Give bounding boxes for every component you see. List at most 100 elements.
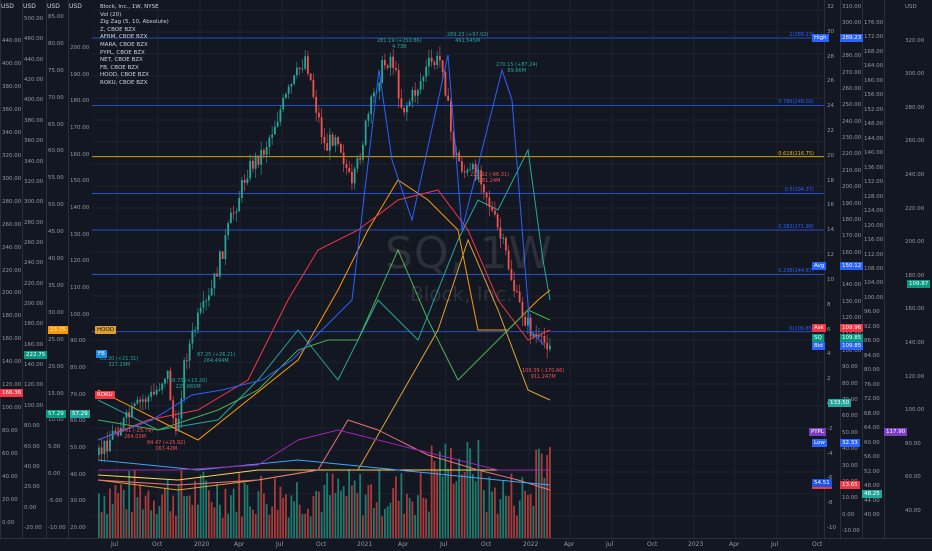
volume-bar — [219, 504, 221, 538]
volume-bar — [293, 501, 296, 538]
candle-body — [477, 169, 480, 180]
axis-tick-label: 320.00 — [2, 152, 22, 159]
axis-tick-label: 156.00 — [864, 92, 884, 99]
candle-body — [494, 210, 496, 215]
axis-tick-label: 26 — [827, 78, 834, 85]
axis-tick-label: 6 — [827, 326, 831, 333]
compare-z[interactable]: Z, CBOE BZX — [100, 26, 136, 33]
symbol-title[interactable]: Block, Inc., 1W, NYSE — [100, 4, 159, 10]
volume-bar — [98, 493, 100, 538]
volume-bar — [197, 504, 199, 538]
axis-tick-label: -10.00 — [48, 525, 66, 531]
candle-body — [125, 412, 128, 418]
axis-tick-label: 176.00 — [864, 20, 884, 26]
compare-tag-roku[interactable]: ROKU — [95, 391, 115, 399]
axis-tick-label: 20.00 — [70, 525, 86, 531]
axis-tick-label: 40.00 — [24, 463, 40, 470]
volume-bar — [120, 484, 122, 538]
candle-body — [177, 418, 180, 432]
volume-bar — [194, 480, 197, 538]
candle-body — [216, 273, 219, 277]
price-tag-value: 32.33 — [840, 438, 860, 447]
time-tick-label: Apr — [564, 541, 575, 548]
axis-tick-label: 70.00 — [48, 94, 64, 101]
axis-tick-label: 220.00 — [842, 151, 862, 158]
time-axis[interactable]: Jul Oct 2020 Apr Jul Oct 2021 Apr Jul Oct 2022 Apr J… — [0, 538, 932, 551]
volume-bar — [263, 493, 265, 538]
axis-tick-label: 200.00 — [905, 239, 925, 246]
volume-bar — [469, 448, 472, 538]
volume-bar — [169, 511, 172, 538]
candle-body — [285, 93, 287, 98]
volume-bar — [452, 483, 455, 538]
compare-mara[interactable]: MARA, CBOE BZX — [100, 41, 148, 48]
candle-body — [425, 66, 428, 77]
axis-tick-label: 240.00 — [2, 244, 22, 251]
chart-plot-area[interactable]: SQ, 1W Block, Inc. 281.19 (+250.86) 4.73… — [92, 0, 824, 538]
axis-tick-label: 80.00 — [2, 428, 18, 435]
axis-tick-label: 80.00 — [70, 365, 86, 371]
axis-tick-label: 280.00 — [24, 219, 44, 226]
compare-afrm[interactable]: AFRM, CBOE BZX — [100, 34, 148, 41]
candle-body — [315, 96, 318, 113]
compare-tag-hood[interactable]: HOOD — [95, 326, 117, 334]
axis-tick-label: 116.00 — [864, 237, 884, 244]
axis-tick-label: 420.00 — [24, 77, 44, 84]
candle-body — [191, 330, 194, 344]
axis-tick-label: 35.00 — [48, 282, 64, 289]
volume-bar — [373, 507, 375, 538]
compare-net[interactable]: NET, CBOE BZX — [100, 57, 143, 64]
left-price-axis-1[interactable]: USD 440.00 400.00 380.00 360.00 340.00 320.00 3… — [0, 0, 23, 538]
axis-tick-label: 300.00 — [2, 175, 22, 182]
volume-bar — [144, 495, 147, 538]
volume-bar — [180, 470, 183, 538]
axis-tick-label: 150.00 — [70, 178, 90, 185]
candle-body — [389, 56, 392, 68]
zigzag-pivot-label: 83.20 (+21.31) 327.29M — [100, 356, 139, 368]
candle-body — [400, 98, 403, 108]
candle-body — [224, 235, 227, 259]
left-price-axis-3[interactable]: USD 85.00 80.00 75.00 70.00 65.00 60.00 55.00 50… — [46, 0, 69, 538]
indicator-volume[interactable]: Vol (20) — [100, 11, 122, 18]
compare-hood[interactable]: HOOD, CBOE BZX — [100, 72, 149, 79]
volume-bar — [436, 470, 439, 538]
axis-tick-label: 160.00 — [905, 306, 925, 313]
compare-roku[interactable]: ROKU, CBOE BZX — [100, 79, 148, 86]
candle-body — [263, 149, 265, 155]
candle-body — [232, 212, 235, 214]
candle-body — [144, 399, 147, 402]
candle-body — [210, 288, 213, 296]
volume-bar — [103, 495, 106, 538]
symbol-watermark: SQ, 1W — [385, 228, 554, 279]
axis-tick-label: 240.00 — [24, 260, 44, 267]
candle-body — [518, 291, 521, 302]
volume-bar — [213, 507, 216, 538]
compare-tag-fb[interactable]: FB — [96, 350, 107, 358]
left-price-axis-4[interactable]: USD 200.00 190.00 180.00 170.00 160.00 150.00 1… — [68, 0, 93, 538]
axis-tick-label: 280.00 — [842, 53, 862, 60]
compare-fb[interactable]: FB, CBOE BZX — [100, 64, 139, 71]
right-price-axis-1[interactable]: 32302826242220181614121086420-2-4-6-8-10 — [824, 0, 841, 538]
axis-tick-label: 68.00 — [864, 410, 880, 417]
candle-body — [268, 137, 271, 148]
price-chart-svg[interactable] — [92, 0, 824, 538]
time-tick-label: Oct — [152, 541, 163, 548]
volume-bar — [331, 473, 334, 538]
volume-bar — [447, 468, 450, 538]
left-price-axis-2[interactable]: USD 500.00 460.00 440.00 420.00 400.00 380.00 3… — [22, 0, 47, 538]
axis-tick-label: 80.00 — [842, 380, 858, 387]
volume-bar — [474, 481, 477, 538]
price-tag-value: 109.85 — [840, 334, 864, 343]
right-price-axis-3[interactable]: 176.00 172.00 168.00 164.00 160.00 156.00 152.… — [862, 0, 885, 538]
volume-bar — [329, 495, 331, 538]
compare-pypl[interactable]: PYPL, CBOE BZX — [100, 49, 145, 56]
name-watermark: Block, Inc. — [410, 282, 513, 306]
pypl-tag[interactable]: PYPL — [809, 428, 826, 436]
candle-body — [441, 60, 444, 73]
right-price-axis-4[interactable]: USD 320.00 300.00 280.00 260.00 240.00 220.00 2… — [884, 0, 932, 538]
candle-body — [169, 370, 172, 401]
candle-body — [436, 55, 439, 66]
candle-body — [175, 418, 177, 432]
indicator-zigzag[interactable]: Zig Zag (5, 10, Absolute) — [100, 19, 169, 26]
candle-body — [447, 95, 450, 101]
